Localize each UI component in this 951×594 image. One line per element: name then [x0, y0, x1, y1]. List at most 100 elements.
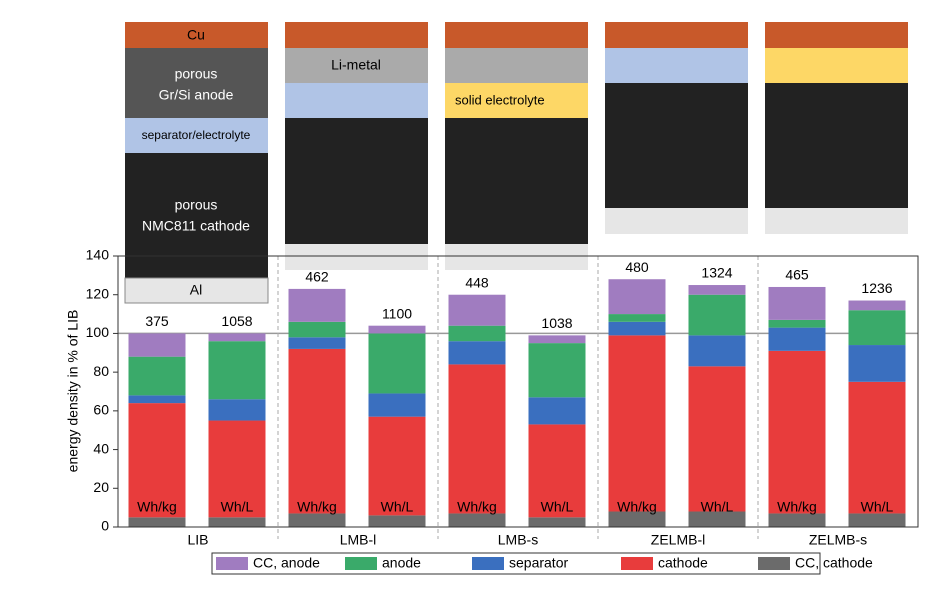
bar-segment — [368, 333, 426, 394]
bar-total-label: 462 — [305, 269, 329, 285]
legend-label: separator — [509, 555, 568, 571]
separator-layer — [125, 118, 268, 153]
bar-segment — [128, 395, 186, 404]
y-tick-label: 80 — [93, 363, 109, 379]
legend-swatch — [345, 557, 377, 570]
li-layer — [285, 48, 428, 83]
y-axis-label: energy density in % of LIB — [65, 310, 81, 473]
cu-layer — [285, 22, 428, 48]
y-tick-label: 100 — [86, 324, 110, 340]
layer-label: Cu — [187, 27, 205, 43]
bar-segment — [768, 350, 826, 514]
legend-label: CC, anode — [253, 555, 320, 571]
bar-segment — [608, 321, 666, 336]
cathode-layer — [445, 118, 588, 244]
bar-segment — [288, 288, 346, 322]
bar-segment — [448, 294, 506, 326]
cu-layer — [605, 22, 748, 48]
al-layer — [285, 244, 428, 270]
bar-segment — [208, 399, 266, 421]
cathode-layer — [125, 153, 268, 278]
bar-total-label: 1236 — [861, 280, 892, 296]
bar-segment — [848, 345, 906, 382]
bar-segment — [768, 513, 826, 527]
legend-swatch — [216, 557, 248, 570]
bar-segment — [848, 381, 906, 514]
schematics: Cu porous Gr/Si anode separator/electrol… — [124, 22, 908, 304]
legend-swatch — [758, 557, 790, 570]
bar-segment — [208, 341, 266, 400]
bar-segment — [208, 420, 266, 518]
bar-segment — [128, 517, 186, 527]
y-tick-label: 20 — [93, 479, 109, 495]
bar-segment — [768, 319, 826, 328]
group-label: LMB-s — [498, 532, 538, 548]
y-tick-label: 0 — [101, 518, 109, 534]
bar-segment — [608, 314, 666, 322]
group-label: LIB — [187, 532, 208, 548]
bar-segment — [368, 515, 426, 527]
bar-total-label: 480 — [625, 259, 649, 275]
al-layer — [605, 208, 748, 234]
y-tick-label: 40 — [93, 440, 109, 456]
electrolyte-layer — [445, 83, 588, 118]
plot: 0 20 40 60 80 100 120 140 LIB LMB-l LMB-s ZELMB-l ZE… — [86, 247, 919, 548]
layer-label: NMC811 cathode — [142, 218, 250, 234]
separator-layer — [605, 48, 748, 83]
bar-segment — [288, 321, 346, 338]
bar-category-label: Wh/kg — [617, 499, 657, 515]
bar-segment — [768, 286, 826, 320]
bar-segment — [608, 279, 666, 315]
bar-category-label: Wh/L — [701, 499, 734, 515]
bar-category-label: Wh/kg — [777, 499, 817, 515]
bar-total-label: 1038 — [541, 315, 572, 331]
bar-segment — [208, 333, 266, 342]
y-tick-label: 60 — [93, 402, 109, 418]
layer-label: Li-metal — [331, 57, 381, 73]
layer-label: porous — [175, 66, 218, 82]
bar-total-label: 1058 — [221, 313, 252, 329]
layer-label: separator/electrolyte — [142, 128, 251, 142]
bar-segment — [768, 327, 826, 351]
cathode-layer — [285, 118, 428, 244]
bar-segment — [528, 335, 586, 344]
group-label: ZELMB-s — [809, 532, 867, 548]
layer-label: Gr/Si anode — [159, 87, 234, 103]
bar-category-label: Wh/kg — [297, 499, 337, 515]
bar-category-label: Wh/L — [221, 499, 254, 515]
bar-category-label: Wh/L — [381, 499, 414, 515]
bar-segment — [528, 517, 586, 527]
y-tick-label: 120 — [86, 285, 110, 301]
electrolyte-layer — [765, 48, 908, 83]
bar-segment — [288, 337, 346, 349]
layer-label: Al — [190, 282, 202, 298]
bar-segment — [368, 325, 426, 334]
legend-swatch — [621, 557, 653, 570]
bar-category-label: Wh/kg — [137, 499, 177, 515]
bar-segment — [448, 364, 506, 514]
bar-segment — [608, 335, 666, 512]
group-label: LMB-l — [340, 532, 377, 548]
bar-segment — [848, 513, 906, 527]
separator-layer — [285, 83, 428, 118]
cathode-layer — [605, 83, 748, 208]
bar-segment — [688, 366, 746, 512]
layer-label: solid electrolyte — [455, 92, 545, 107]
bar-segment — [608, 511, 666, 527]
bar-segment — [528, 343, 586, 398]
bar-segment — [688, 335, 746, 367]
al-layer — [124, 277, 269, 304]
legend-label: CC, cathode — [795, 555, 873, 571]
legend-label: anode — [382, 555, 421, 571]
bar-segment — [288, 513, 346, 527]
bar-segment — [448, 341, 506, 365]
bar-segment — [368, 416, 426, 516]
bar-total-label: 1324 — [701, 265, 732, 281]
bar-total-label: 448 — [465, 274, 489, 290]
bar-segment — [688, 294, 746, 336]
legend-swatch — [472, 557, 504, 570]
anode-layer — [125, 48, 268, 118]
layer-label: porous — [175, 197, 218, 213]
bar-segment — [848, 310, 906, 346]
cu-layer — [765, 22, 908, 48]
